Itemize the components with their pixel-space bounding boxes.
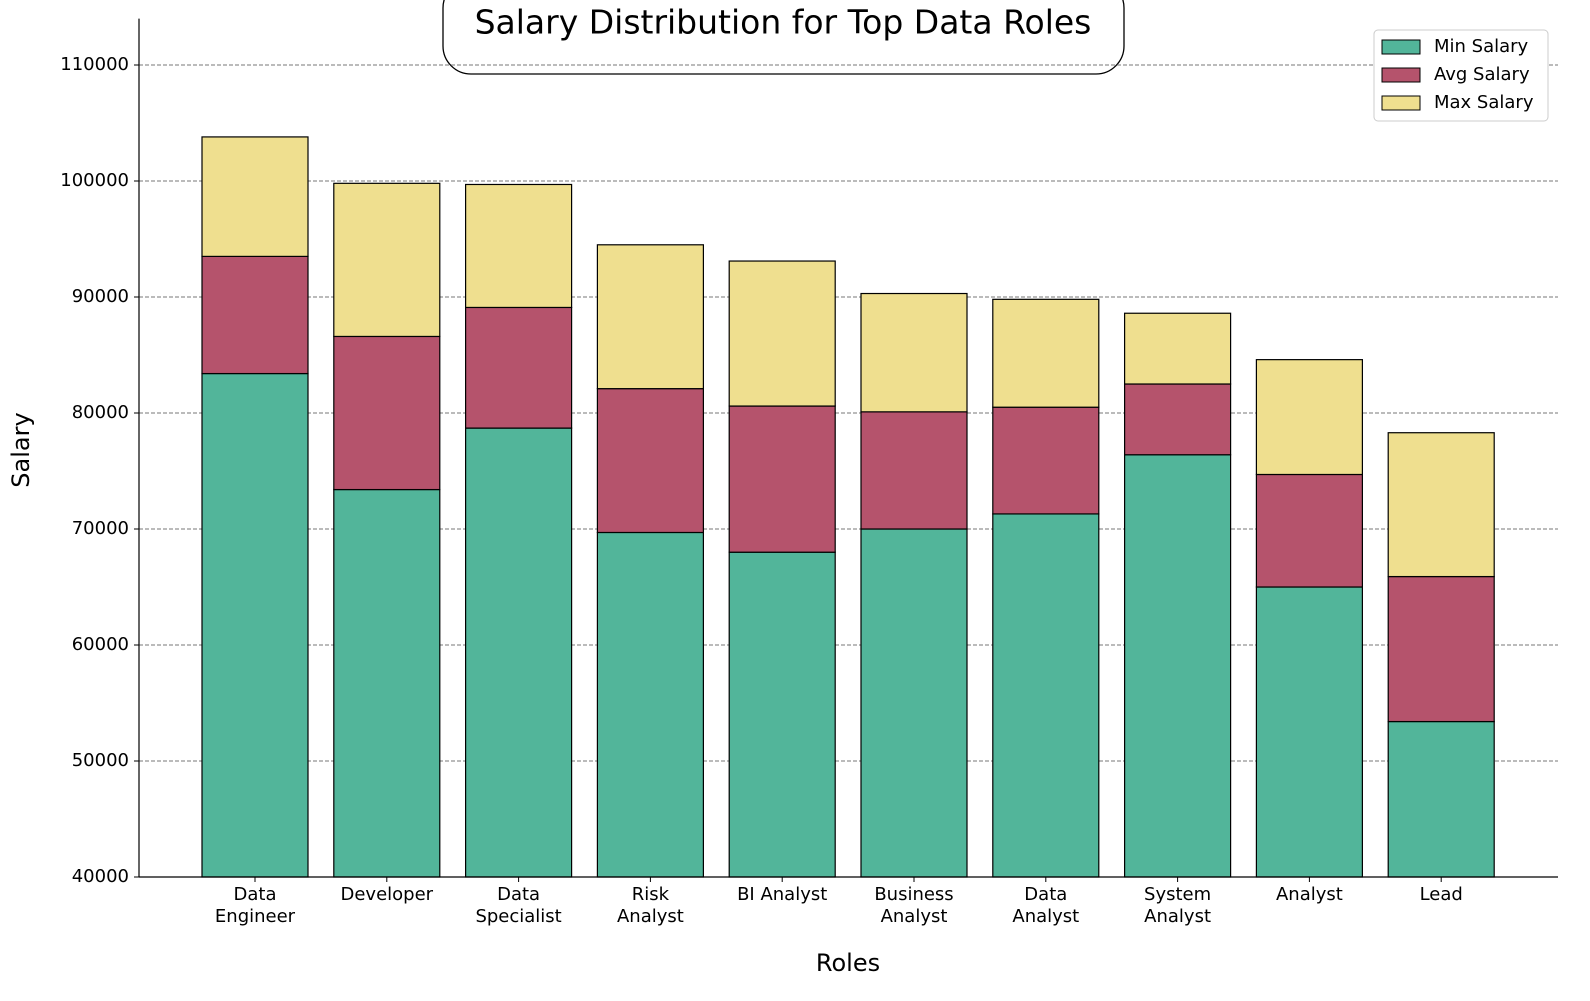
bar-segment: [201, 372, 309, 878]
bar-segment: [1123, 383, 1232, 456]
y-tick-label: 80000: [72, 402, 129, 423]
x-tick-label: Business Analyst: [874, 884, 954, 927]
y-tick-label: 110000: [60, 54, 129, 75]
bar-segment: [596, 244, 705, 390]
legend-swatch: [1381, 39, 1421, 55]
y-tick-label: 90000: [72, 286, 129, 307]
bar-segment: [333, 488, 441, 878]
bar-segment: [860, 411, 968, 530]
bar-segment: [596, 388, 705, 534]
bar-segment: [1255, 586, 1364, 878]
x-tick-label: Data Specialist: [475, 884, 562, 927]
bar-segment: [1387, 720, 1495, 878]
x-tick-label: Data Analyst: [1012, 884, 1080, 927]
bar-segment: [860, 292, 968, 413]
legend-label: Min Salary: [1434, 36, 1529, 57]
y-axis-label: Salary: [7, 412, 35, 487]
legend-label: Max Salary: [1434, 92, 1534, 113]
x-tick-label: System Analyst: [1144, 884, 1212, 927]
bar-segment: [465, 306, 573, 429]
y-tick-label: 60000: [72, 634, 129, 655]
legend-swatch: [1381, 95, 1421, 111]
bar-segment: [728, 260, 836, 407]
bar-segment: [1255, 359, 1364, 476]
bar-segment: [1255, 473, 1364, 588]
x-tick-label: Analyst: [1275, 884, 1343, 905]
bar-segment: [992, 406, 1100, 515]
bar-segment: [201, 136, 309, 258]
bar-segment: [465, 183, 573, 309]
bar-segment: [992, 513, 1100, 878]
title-box: [442, 0, 1125, 75]
bar-segment: [1123, 454, 1232, 878]
bar-segment: [992, 298, 1100, 408]
x-axis-label: Roles: [816, 949, 880, 977]
x-tick-label: Data Engineer: [214, 884, 296, 927]
bar-segment: [201, 255, 309, 375]
x-tick-label: BI Analyst: [737, 884, 828, 905]
bars: [201, 136, 1495, 878]
bar-segment: [860, 528, 968, 878]
y-tick-label: 50000: [72, 750, 129, 771]
bar-segment: [465, 427, 573, 878]
bar-segment: [1123, 312, 1232, 385]
x-tick-label: Lead: [1419, 884, 1463, 905]
y-tick-label: 70000: [72, 518, 129, 539]
bar-segment: [1387, 575, 1495, 723]
bar-segment: [596, 531, 705, 878]
chart-title: Salary Distribution for Top Data Roles: [475, 3, 1092, 42]
legend-swatch: [1381, 67, 1421, 83]
bar-segment: [728, 551, 836, 878]
legend-label: Avg Salary: [1434, 64, 1530, 85]
x-tick-label: Developer: [340, 884, 434, 905]
y-tick-label: 100000: [60, 170, 129, 191]
x-tick-label: Risk Analyst: [616, 884, 684, 927]
bar-segment: [1387, 432, 1495, 578]
y-tick-label: 40000: [72, 866, 129, 887]
bar-segment: [333, 182, 441, 338]
bar-segment: [728, 405, 836, 553]
bar-segment: [333, 335, 441, 491]
